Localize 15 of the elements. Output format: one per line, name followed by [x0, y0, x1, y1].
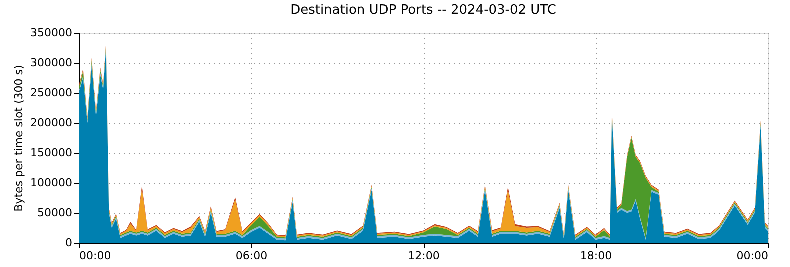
x-tick-label: 12:00	[408, 250, 440, 262]
y-tick-label: 0	[66, 236, 72, 250]
y-tick-label: 150000	[30, 146, 72, 160]
y-axis-title: Bytes per time slot (300 s)	[12, 65, 26, 212]
y-tick-label: 250000	[30, 86, 72, 100]
x-tick-label: 06:00	[236, 250, 268, 262]
x-tick-label: 00:00	[80, 250, 112, 262]
y-tick-label: 350000	[30, 26, 72, 40]
x-tick-label: 18:00	[580, 250, 612, 262]
x-tick-label: 00:00	[736, 250, 768, 262]
y-tick-label: 200000	[30, 116, 72, 130]
y-tick-label: 300000	[30, 56, 72, 70]
chart-title: Destination UDP Ports -- 2024-03-02 UTC	[290, 3, 556, 18]
y-tick-label: 100000	[30, 176, 72, 190]
y-tick-label: 50000	[38, 206, 72, 220]
